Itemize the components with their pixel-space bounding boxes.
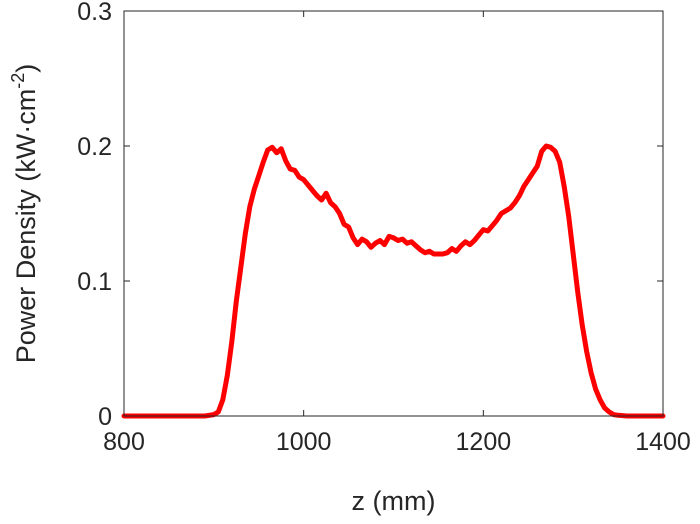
x-axis-label: z (mm) <box>352 486 436 516</box>
axes-box <box>123 10 664 417</box>
y-axis-label-superscript: -2 <box>8 73 28 89</box>
y-tick-label: 0 <box>98 403 112 431</box>
y-tick-label: 0.2 <box>77 133 112 161</box>
series-line-power-density <box>121 143 666 419</box>
plot-area-background <box>124 11 663 416</box>
x-tick-label: 800 <box>103 428 145 456</box>
x-tick-label: 1000 <box>276 428 332 456</box>
y-axis-label-main: Power Density (kW·cm <box>11 89 41 364</box>
x-tick-label: 1200 <box>456 428 512 456</box>
y-axis-label: Power Density (kW·cm-2) <box>8 64 41 364</box>
y-tick-label: 0.3 <box>77 0 112 26</box>
tick-labels: 800 1000 1200 1400 0 0.1 0.2 0.3 <box>77 0 691 456</box>
x-tick-label: 1400 <box>635 428 691 456</box>
axis-ticks <box>123 10 664 417</box>
y-axis-label-close: ) <box>11 64 41 73</box>
y-tick-label: 0.1 <box>77 268 112 296</box>
